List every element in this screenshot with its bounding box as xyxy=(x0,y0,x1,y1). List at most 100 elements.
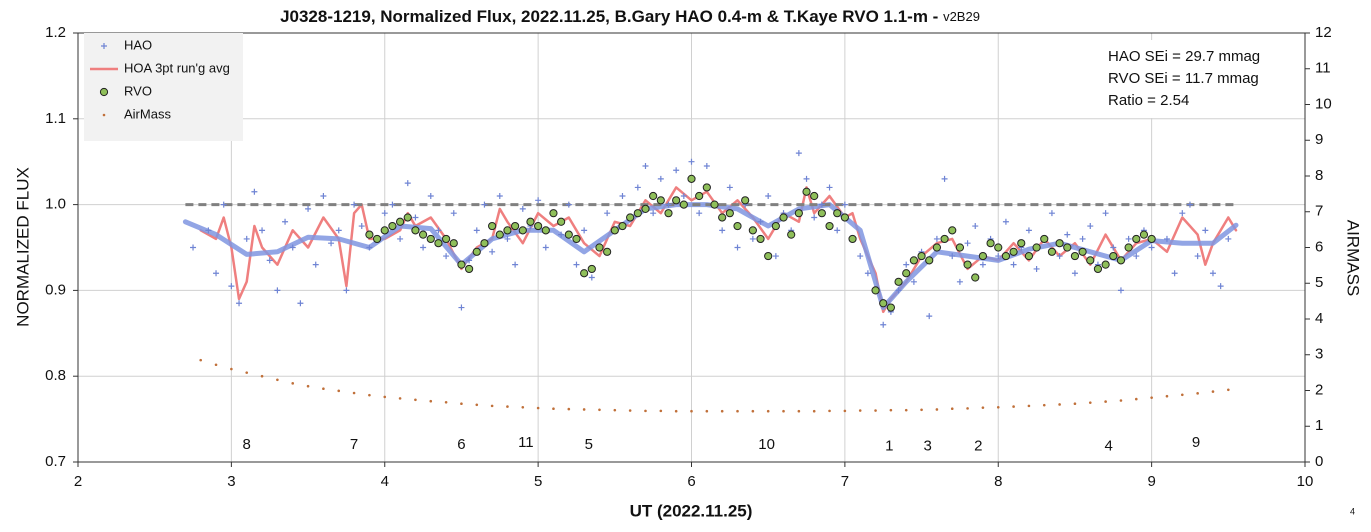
series-plus xyxy=(190,150,1232,328)
circle-marker xyxy=(549,209,558,218)
y2-axis-label: AIRMASS xyxy=(1344,220,1363,297)
circle-marker xyxy=(1070,251,1080,261)
circle-marker xyxy=(702,183,711,192)
plus-marker xyxy=(1163,235,1170,242)
chart-title-line: J0328-1219, Normalized Flux, 2022.11.25,… xyxy=(280,7,980,26)
plus-marker xyxy=(1148,244,1155,251)
circle-marker xyxy=(1055,239,1064,248)
plus-marker xyxy=(1179,210,1186,217)
dot-marker xyxy=(260,374,264,378)
circle-marker xyxy=(649,191,658,201)
circle-marker xyxy=(656,196,665,205)
circle-marker xyxy=(741,196,750,205)
plus-marker xyxy=(1194,253,1201,260)
plus-marker xyxy=(803,175,810,182)
plus-marker xyxy=(880,321,887,328)
plus-marker xyxy=(864,270,871,277)
plus-marker xyxy=(558,231,565,238)
annotation: 10 xyxy=(758,436,775,453)
plus-marker xyxy=(305,205,312,212)
circle-marker xyxy=(664,209,673,218)
x-axis-label: UT (2022.11.25) xyxy=(630,501,753,520)
plus-marker xyxy=(1087,223,1094,230)
circle-marker xyxy=(1139,230,1149,239)
plus-marker xyxy=(719,227,726,234)
plus-marker xyxy=(772,253,779,260)
plus-marker xyxy=(213,270,220,277)
plus-marker xyxy=(795,150,802,157)
circle-marker xyxy=(488,221,497,231)
dot-marker xyxy=(858,409,862,412)
circle-marker xyxy=(810,191,819,201)
dot-marker xyxy=(506,405,509,408)
y2-tick-label: 1 xyxy=(1315,417,1323,434)
plus-marker xyxy=(312,261,319,268)
circle-marker xyxy=(748,226,757,235)
dot-marker xyxy=(306,384,310,388)
dot-marker xyxy=(874,409,877,412)
y2-tick-label: 11 xyxy=(1315,60,1331,77)
circle-marker xyxy=(1024,251,1034,261)
circle-marker xyxy=(572,234,581,244)
dot-marker xyxy=(935,408,939,411)
plus-marker xyxy=(857,253,864,260)
x-tick-label: 2 xyxy=(74,473,82,490)
circle-marker xyxy=(925,256,934,265)
legend-box xyxy=(84,33,243,141)
circle-marker xyxy=(1009,247,1018,256)
corner-note: 4 xyxy=(1350,506,1355,516)
plus-marker xyxy=(1025,227,1032,234)
circle-marker xyxy=(372,234,382,244)
dot-marker xyxy=(352,391,356,395)
dot-marker xyxy=(199,358,202,362)
circle-marker xyxy=(1109,251,1118,261)
plus-marker xyxy=(979,261,986,268)
plus-marker xyxy=(1079,235,1086,242)
y-tick-label: 0.8 xyxy=(45,367,66,384)
plus-marker xyxy=(542,244,549,251)
stats-box xyxy=(1100,40,1298,118)
stats-text: RVO SEi = 11.7 mmag xyxy=(1108,70,1259,87)
y2-tick-label: 12 xyxy=(1315,24,1332,41)
circle-marker xyxy=(465,264,474,274)
dot-marker xyxy=(291,382,295,385)
plus-marker xyxy=(266,257,273,264)
dot-marker xyxy=(536,406,540,410)
circle-marker xyxy=(426,234,435,244)
plus-marker xyxy=(358,223,365,230)
y2-tick-label: 6 xyxy=(1315,238,1323,255)
annotation: 11 xyxy=(518,434,534,451)
annotation: 1 xyxy=(885,438,893,455)
dot-marker xyxy=(843,409,847,413)
plus-marker xyxy=(297,300,304,307)
dot-marker xyxy=(797,409,801,413)
plus-marker xyxy=(688,158,695,165)
dot-marker xyxy=(322,387,325,391)
plus-marker xyxy=(834,227,841,234)
plus-marker xyxy=(343,287,350,294)
dot-marker xyxy=(1150,396,1153,399)
dot-marker xyxy=(567,407,571,411)
plus-marker xyxy=(274,287,281,294)
stats-text: HAO SEi = 29.7 mmag xyxy=(1108,48,1260,65)
plus-marker xyxy=(519,205,526,212)
plus-marker xyxy=(573,261,580,268)
plus-marker xyxy=(665,201,672,208)
annotation: 2 xyxy=(974,438,982,455)
y-tick-label: 1.0 xyxy=(45,196,66,213)
plus-marker xyxy=(1102,210,1109,217)
x-tick-label: 5 xyxy=(534,473,542,490)
circle-marker xyxy=(1040,234,1049,244)
circle-marker xyxy=(595,243,604,252)
y-tick-label: 1.2 xyxy=(45,24,66,41)
plus-marker xyxy=(964,240,971,247)
plus-marker xyxy=(259,227,266,234)
circle-marker xyxy=(495,230,504,239)
circle-marker xyxy=(587,264,596,274)
plus-marker xyxy=(404,180,411,187)
circle-marker xyxy=(610,226,619,235)
plus-marker xyxy=(512,261,519,268)
plus-marker xyxy=(642,162,649,169)
circle-marker xyxy=(457,260,466,269)
plus-marker xyxy=(1056,253,1063,260)
